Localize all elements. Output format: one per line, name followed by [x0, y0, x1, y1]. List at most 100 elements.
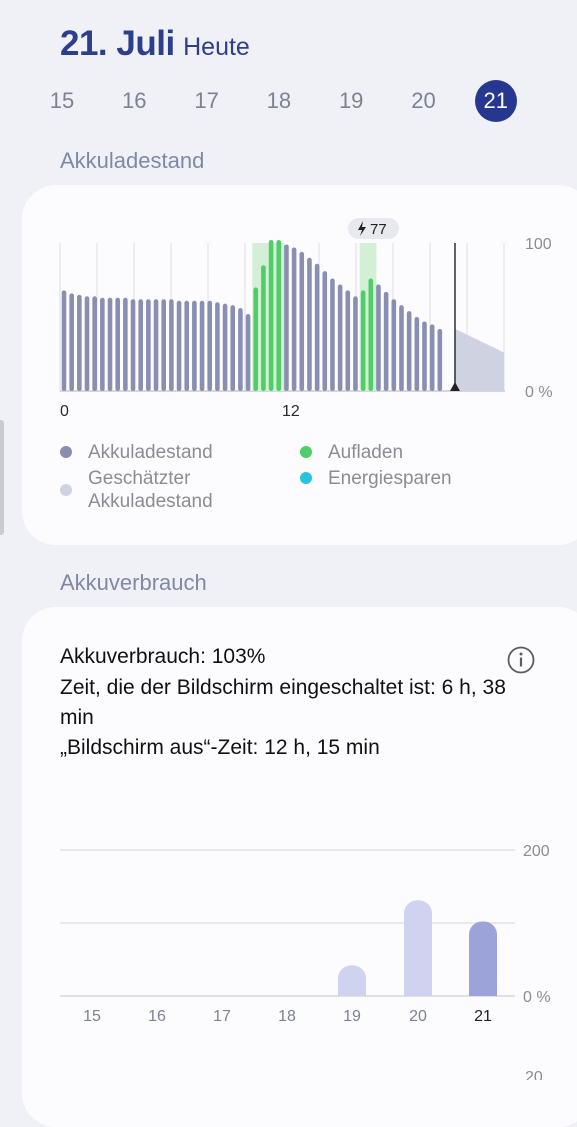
- day-selector: 15 16 17 18 19 20 21: [40, 80, 560, 122]
- day-20[interactable]: 20: [411, 88, 436, 113]
- battery-level-bar: [115, 297, 120, 391]
- battery-level-bar: [61, 290, 67, 391]
- usage-bar-20[interactable]: [404, 900, 432, 996]
- usage-x-label-15: 15: [83, 1008, 101, 1025]
- selected-date: 21. Juli: [60, 24, 175, 63]
- day-15[interactable]: 15: [49, 88, 75, 113]
- edge-panel-handle[interactable]: [0, 420, 4, 535]
- battery-usage-section-title: Akkuverbrauch: [60, 570, 207, 595]
- battery-level-bar: [100, 297, 105, 391]
- usage-x-label-19: 19: [343, 1008, 361, 1025]
- battery-level-bar: [176, 300, 182, 391]
- battery-level-chart: 77 100 0 % 0 12: [59, 218, 553, 420]
- battery-level-bar: [322, 271, 328, 391]
- battery-level-bar: [406, 311, 412, 391]
- day-21[interactable]: 21: [474, 80, 517, 122]
- charging-bar: [268, 240, 274, 391]
- usage-x-label-17: 17: [213, 1008, 231, 1025]
- battery-level-bar: [422, 321, 427, 391]
- legend-estimated: Geschätzter Akkuladestand: [88, 468, 213, 512]
- day-19[interactable]: 19: [338, 88, 364, 113]
- battery-level-bar: [238, 308, 243, 391]
- legend-dot-charging: [300, 446, 312, 458]
- battery-level-bar: [437, 328, 443, 391]
- battery-level-bar: [215, 302, 220, 391]
- battery-level-bar: [77, 294, 82, 391]
- usage-bar-base: [469, 984, 497, 996]
- usage-x-label-21: 21: [474, 1008, 492, 1025]
- battery-level-bar: [138, 299, 143, 391]
- battery-level-bar: [330, 278, 335, 391]
- usage-bar-base: [338, 984, 366, 996]
- usage-x-label-18: 18: [278, 1008, 296, 1025]
- battery-level-bar: [69, 293, 74, 391]
- estimated-battery-area: [455, 328, 504, 391]
- charging-bar: [360, 290, 366, 391]
- battery-level-bar: [399, 305, 404, 391]
- battery-level-bar: [184, 300, 190, 391]
- battery-usage-chart: 15 16 17 18 19 20 21 200 0 % 20: [60, 843, 551, 1080]
- battery-level-bar: [92, 296, 97, 391]
- day-18[interactable]: 18: [266, 88, 292, 113]
- usage-x-label-16: 16: [148, 1008, 166, 1025]
- day-16[interactable]: 16: [122, 88, 147, 113]
- battery-level-bar: [391, 299, 397, 391]
- battery-level-bar: [284, 244, 289, 391]
- battery-level-bar: [353, 296, 358, 391]
- battery-level-bar: [245, 314, 251, 391]
- battery-level-bar: [123, 297, 128, 391]
- legend-battery-level: Akkuladestand: [88, 442, 213, 463]
- next-chart-y-label: 20: [525, 1069, 543, 1080]
- charging-bar: [276, 240, 282, 391]
- battery-level-bar: [291, 247, 297, 391]
- legend-charging: Aufladen: [328, 442, 404, 463]
- battery-usage-card: [22, 607, 577, 1127]
- battery-level-bar: [299, 251, 305, 391]
- x-label-0: 0: [60, 403, 69, 420]
- usage-y-label-200: 200: [523, 843, 550, 860]
- battery-level-bar: [130, 299, 136, 391]
- day-17[interactable]: 17: [194, 88, 219, 113]
- battery-level-bar: [146, 299, 151, 391]
- battery-level-bar: [199, 300, 205, 391]
- page-title: 21. Juli Heute: [60, 24, 250, 64]
- usage-x-label-20: 20: [409, 1008, 427, 1025]
- battery-level-bar: [383, 291, 389, 391]
- battery-level-bar: [314, 263, 320, 391]
- info-icon[interactable]: [507, 646, 535, 674]
- battery-level-bar: [153, 299, 159, 391]
- battery-level-bar: [429, 324, 435, 391]
- lightning-icon: [358, 221, 366, 236]
- current-time-marker-arrow: [450, 382, 460, 391]
- screen-off-time-text: „Bildschirm aus“-Zeit: 12 h, 15 min: [60, 736, 380, 759]
- battery-level-bar: [161, 299, 167, 391]
- legend-power-saving: Energiesparen: [328, 468, 452, 489]
- legend-dot-power-saving: [300, 472, 312, 484]
- charging-bar: [253, 287, 259, 391]
- usage-percent-text: Akkuverbrauch: 103%: [60, 645, 266, 668]
- battery-level-bar: [345, 290, 351, 391]
- battery-level-bar: [376, 284, 381, 391]
- legend-dot-estimated: [60, 484, 72, 496]
- battery-level-section-title: Akkuladestand: [60, 148, 205, 173]
- battery-level-bar: [307, 257, 312, 391]
- charge-peak-value: 77: [370, 221, 387, 238]
- battery-level-bar: [414, 317, 420, 391]
- battery-level-bar: [84, 296, 90, 391]
- usage-bar-21[interactable]: [469, 921, 497, 996]
- battery-level-bar: [169, 299, 174, 391]
- usage-y-label-0: 0 %: [523, 989, 551, 1006]
- battery-level-bar: [222, 303, 228, 391]
- charging-bar: [368, 278, 374, 391]
- battery-level-bar: [107, 297, 113, 391]
- screen-on-time-text: Zeit, die der Bildschirm eingeschaltet i…: [60, 676, 506, 729]
- y-label-100: 100: [525, 236, 552, 253]
- battery-level-bar: [192, 300, 197, 391]
- charging-bar: [261, 265, 266, 391]
- usage-bar-base: [404, 984, 432, 996]
- legend-dot-battery-level: [60, 446, 72, 458]
- battery-level-bar: [207, 300, 213, 391]
- battery-level-bar: [337, 284, 343, 391]
- x-label-12: 12: [282, 403, 300, 420]
- today-label: Heute: [183, 33, 250, 61]
